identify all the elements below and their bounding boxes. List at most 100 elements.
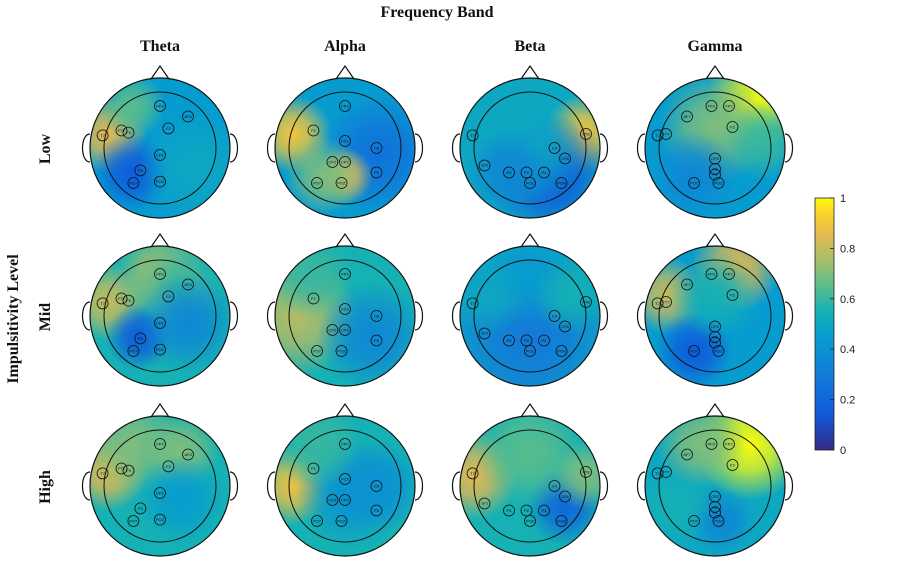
electrode-marker [723,268,735,280]
electrode-marker [723,100,735,112]
electrode-marker [660,466,672,478]
electrode-c6: C6 [370,480,383,492]
electrode-label: AF7 [683,282,691,287]
electrode-label: PO7 [129,181,138,186]
column-label-theta: Theta [140,38,180,55]
electrode-label: AF8 [184,452,192,457]
electrode-ft7: FT7 [115,462,128,475]
electrode-marker [712,177,725,189]
electrode-marker [339,494,351,506]
electrode-f1: F1 [307,462,320,475]
electrode-marker [127,177,140,189]
electrode-label: PO7 [129,349,138,354]
electrode-c4: C4 [548,142,561,154]
scalp-ring [288,259,402,373]
electrode-marker [127,345,140,357]
electrode-marker [726,459,739,471]
electrode-marker [96,129,109,142]
scalp-ring [473,259,587,373]
electrode-label: FPZ [708,104,716,109]
right-ear [784,301,794,331]
electrode-fp2: FP2 [154,100,166,112]
electrode-label: PO7 [313,519,322,524]
electrode-f1: F1 [307,124,320,137]
electrode-label: FT7 [662,300,670,305]
electrode-marker [326,156,339,168]
electrode-f5: F5 [122,294,135,307]
electrode-marker [726,121,739,133]
electrode-label: C4 [552,314,558,319]
head-outline [459,245,601,387]
electrode-marker [339,100,351,112]
electrode-label: POZ [526,181,535,186]
nose [520,402,540,418]
electrode-marker [154,149,166,161]
electrode-p3: P3 [503,166,515,179]
electrode-label: P4 [542,170,548,175]
electrode-marker [723,438,735,450]
electrode-fpz: FPZ [705,438,718,450]
electrode-marker [660,128,672,140]
electrode-marker [115,124,128,137]
electrode-label: F5 [126,298,131,303]
electrode-marker [520,334,533,347]
electrode-ft7: FT7 [660,466,672,478]
electrode-label: POZ [526,349,535,354]
electrode-label: F2 [730,463,735,468]
electrode-label: T7 [655,133,660,138]
electrode-marker [503,334,515,347]
electrode-label: CP2 [341,160,350,165]
electrode-label: T7 [470,133,475,138]
head-outline [644,415,786,557]
electrode-label: FP2 [341,442,349,447]
activation-blob [137,272,230,374]
head-outline [89,245,231,387]
activation-blob [552,441,600,510]
electrode-marker [466,129,479,142]
electrode-marker [524,515,536,527]
electrode-cpz: CPZ [154,149,166,161]
electrode-label: POZ [526,519,535,524]
electrode-marker [122,464,135,477]
electrode-marker [709,336,721,349]
electrode-marker [709,168,721,181]
electrode-marker [688,345,700,357]
electrode-label: T7 [470,471,475,476]
electrode-label: FP2 [156,272,164,277]
electrode-p3: P3 [134,502,147,515]
electrode-label: P2 [524,170,530,175]
left-ear [81,133,91,163]
electrode-label: C6 [374,484,380,489]
activation-blob [464,127,554,218]
right-ear [599,471,609,501]
electrode-marker [709,506,721,519]
electrode-marker [339,135,351,147]
electrode-label: FT7 [118,466,126,471]
electrode-cpz: CPZ [154,317,166,329]
electrode-marker [154,513,166,526]
electrode-poz: POZ [335,345,348,357]
electrode-label: AF8 [184,114,192,119]
scalp-ring [288,429,402,543]
electrode-marker [154,100,166,112]
activation-blob [670,250,760,340]
column-label-alpha: Alpha [324,38,366,55]
electrode-marker [478,327,491,340]
topomap-field [460,78,600,218]
electrode-label: AF7 [683,114,691,119]
electrode-f2: F2 [726,289,739,301]
electrode-marker [524,345,536,357]
electrode-p2: P2 [520,334,533,347]
electrode-p2: P2 [520,166,533,179]
electrode-label: PO7 [690,349,699,354]
chart-title: Frequency Band [380,4,494,21]
electrode-af7: AF7 [681,278,693,291]
left-ear [636,471,646,501]
electrode-marker [555,177,568,189]
colorbar: 0 0.2 0.4 0.6 0.8 1 [814,193,855,457]
electrode-label: TP7 [481,163,489,168]
electrode-label: CPZ [711,156,720,161]
electrode-label: P3 [138,506,144,511]
activation-blob [649,131,739,218]
electrode-label: POZ [714,349,723,354]
